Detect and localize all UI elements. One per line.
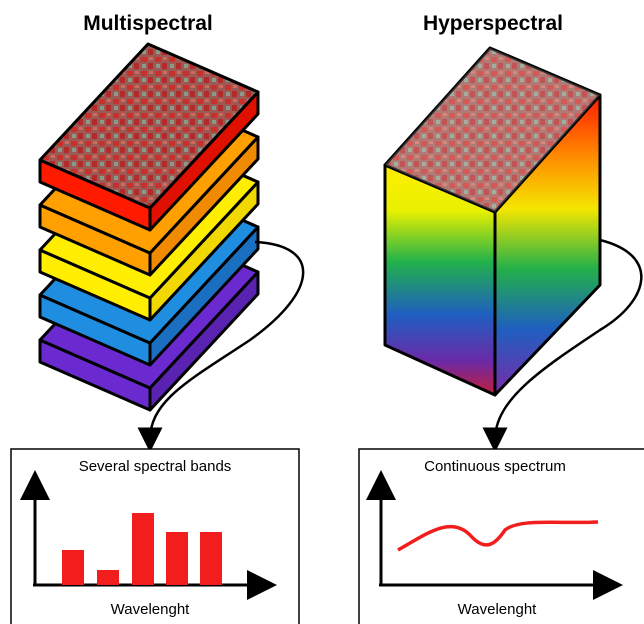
panel: Continuous spectrum Wavelenght: [359, 449, 644, 624]
axis-label: Wavelenght: [458, 601, 537, 618]
panel: Several spectral bands Wavelenght: [11, 449, 299, 624]
panel-title: Several spectral bands: [79, 458, 232, 475]
hyperspectral-cube: [385, 48, 600, 395]
axis-label: Wavelenght: [111, 601, 190, 618]
panel-title: Continuous spectrum: [424, 458, 566, 475]
title: Hyperspectral: [423, 12, 563, 35]
title: Multispectral: [83, 12, 213, 35]
diagram: Multispectral Hyperspectral Several spec…: [0, 0, 644, 624]
